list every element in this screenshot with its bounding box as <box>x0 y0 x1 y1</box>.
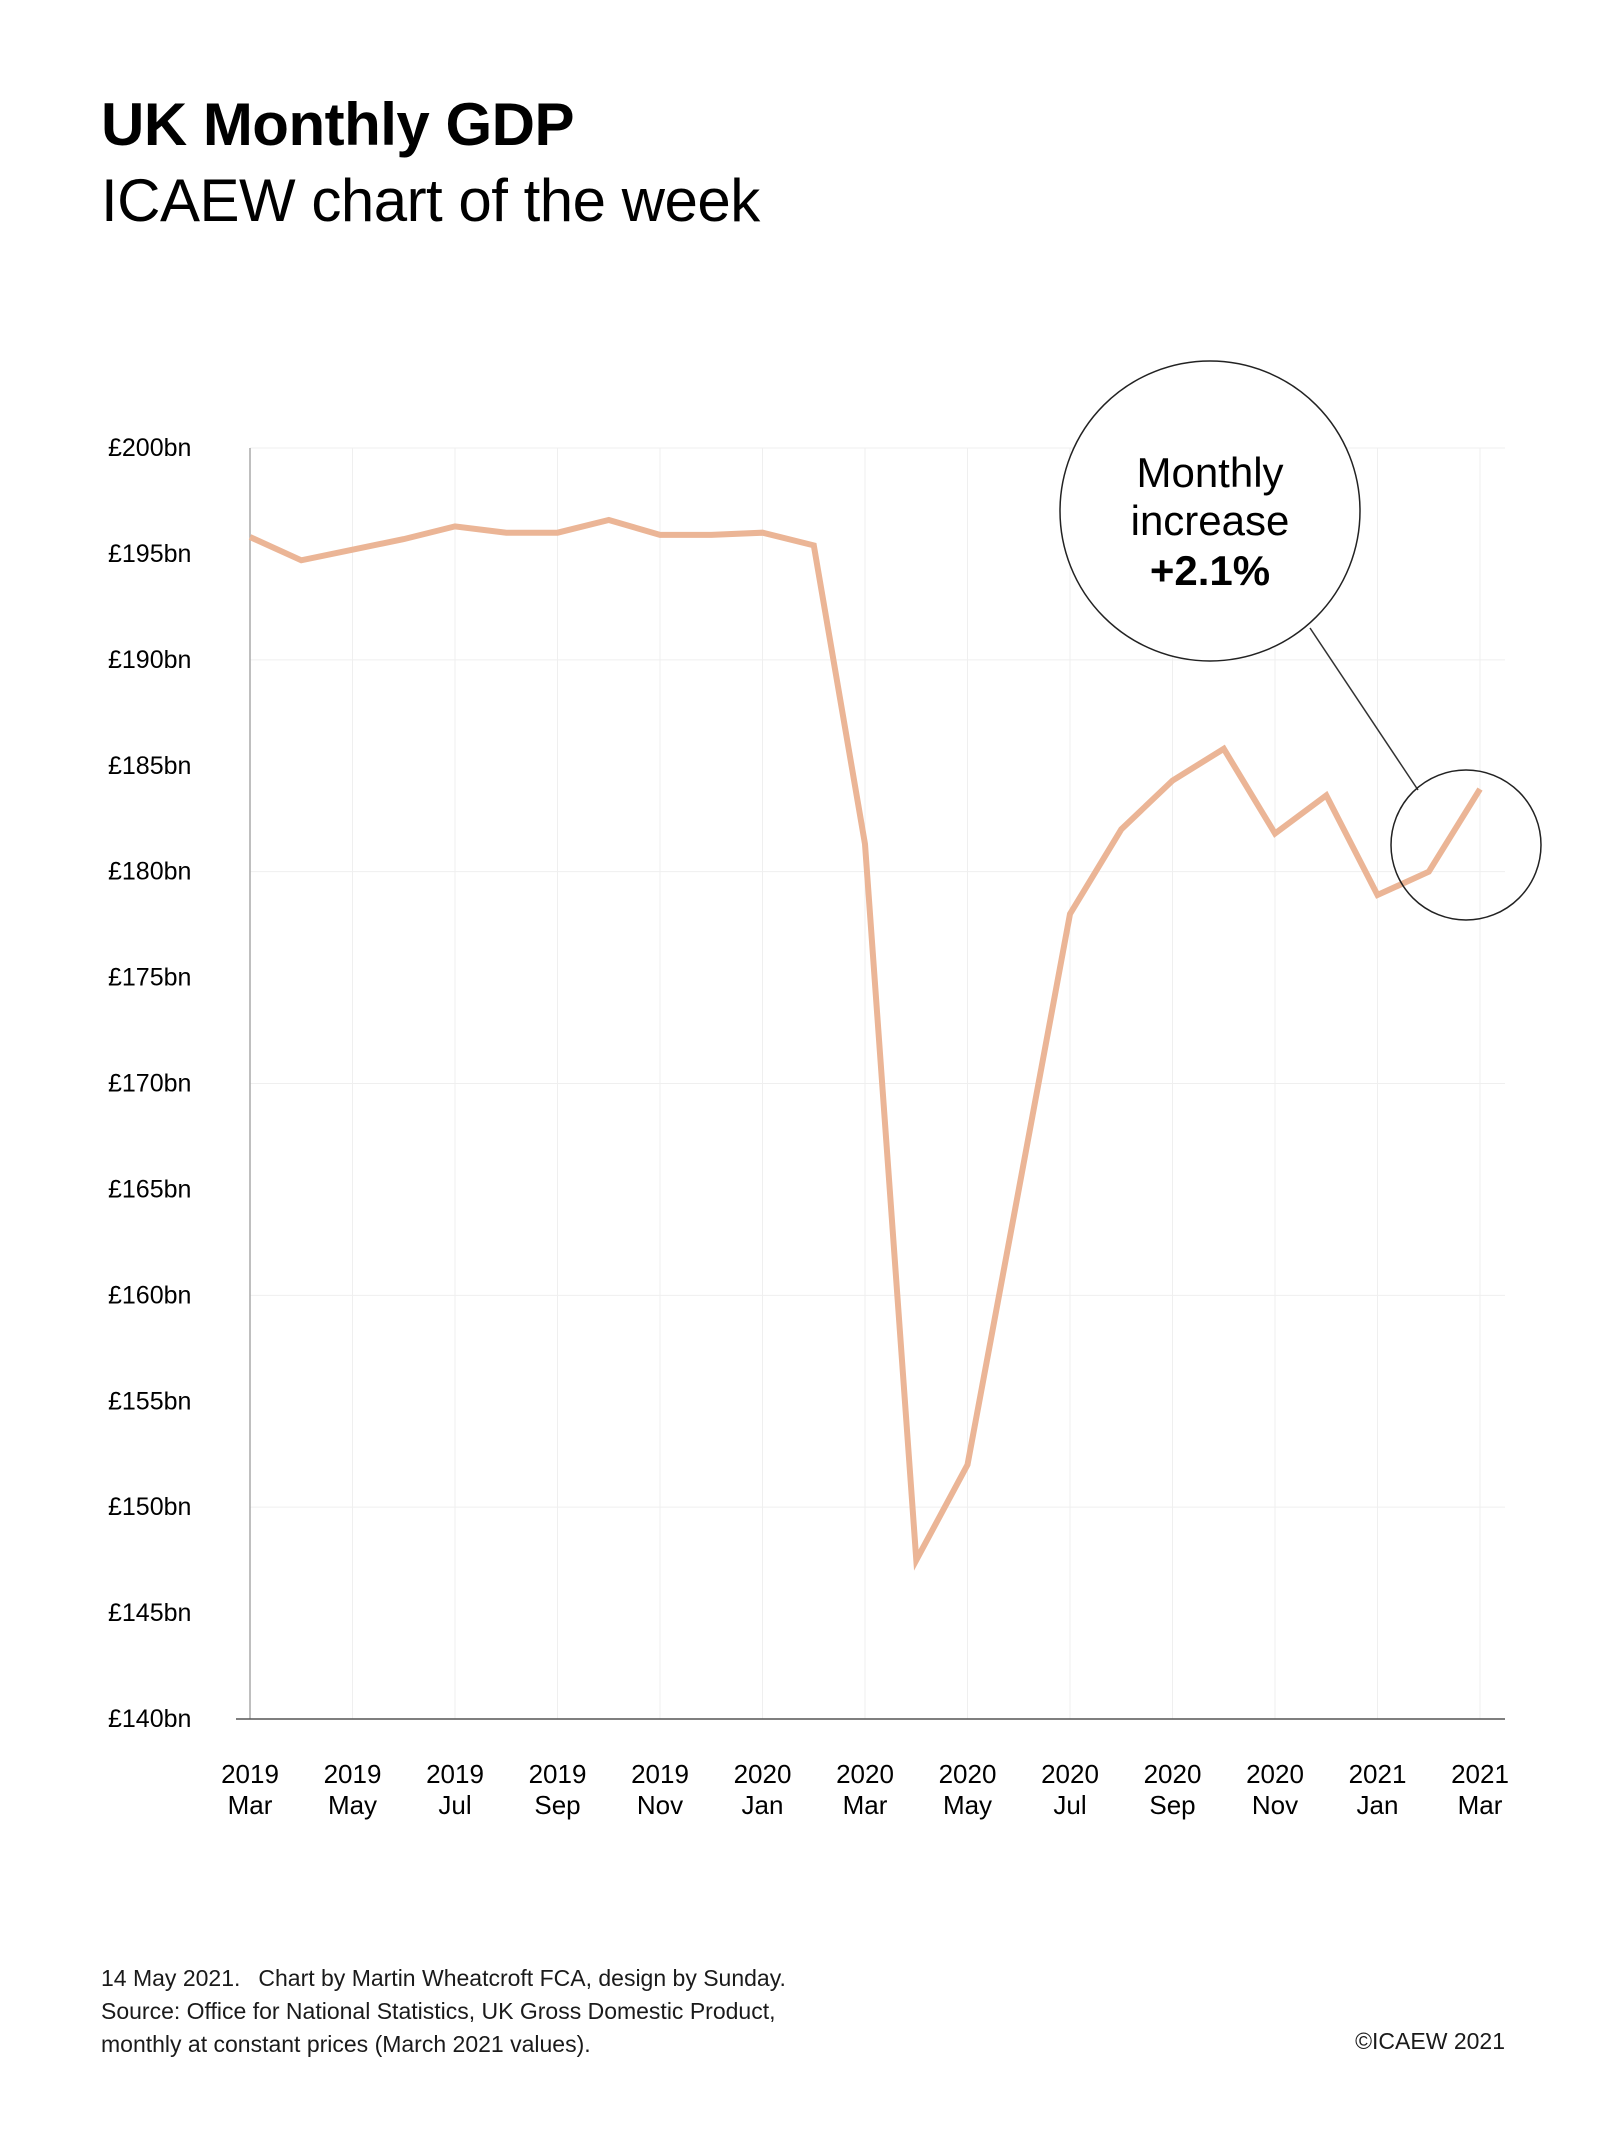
x-tick-label-month: Sep <box>534 1790 580 1820</box>
x-tick-label-year: 2020 <box>734 1759 792 1789</box>
y-tick-label: £145bn <box>108 1599 191 1627</box>
x-tick-label-month: May <box>943 1790 992 1820</box>
x-tick-label-year: 2019 <box>426 1759 484 1789</box>
footer-source-line-2: monthly at constant prices (March 2021 v… <box>101 2031 591 2057</box>
footer-date: 14 May 2021. <box>101 1965 241 1991</box>
y-tick-label: £180bn <box>108 858 191 886</box>
x-tick-label-month: May <box>328 1790 377 1820</box>
y-tick-label: £150bn <box>108 1493 191 1521</box>
x-tick-label-year: 2020 <box>1041 1759 1099 1789</box>
x-tick-label-month: Jan <box>742 1790 784 1820</box>
gridlines <box>250 447 1505 1719</box>
callout-bubble <box>1059 360 1361 662</box>
highlight-ring <box>1390 769 1542 921</box>
x-tick-label-month: Mar <box>228 1790 273 1820</box>
x-tick-label-month: Sep <box>1149 1790 1195 1820</box>
y-tick-label: £175bn <box>108 964 191 992</box>
footer-source-line-1: Source: Office for National Statistics, … <box>101 1998 776 2024</box>
chart-subtitle: ICAEW chart of the week <box>101 167 760 234</box>
x-tick-label-year: 2019 <box>324 1759 382 1789</box>
y-tick-label: £140bn <box>108 1705 191 1733</box>
x-tick-label-month: Mar <box>843 1790 888 1820</box>
series-layer <box>248 516 1483 1571</box>
x-tick-label-year: 2020 <box>836 1759 894 1789</box>
callout-line1: Monthly <box>1136 449 1283 496</box>
chart-title: UK Monthly GDP <box>101 91 574 158</box>
y-tick-label: £155bn <box>108 1387 191 1415</box>
x-tick-label-year: 2019 <box>631 1759 689 1789</box>
y-tick-label: £200bn <box>108 434 191 462</box>
x-tick-label-month: Mar <box>1458 1790 1503 1820</box>
y-tick-label: £170bn <box>108 1070 191 1098</box>
y-tick-label: £190bn <box>108 646 191 674</box>
callout-line2: increase <box>1131 497 1290 544</box>
gdp-series-line <box>248 516 1483 1571</box>
x-tick-label-month: Nov <box>1252 1790 1298 1820</box>
copyright: ©ICAEW 2021 <box>1355 2028 1505 2054</box>
callout-value: +2.1% <box>1150 547 1270 594</box>
y-tick-label: £185bn <box>108 752 191 780</box>
y-axis-tick-labels: £140bn £145bn £150bn £155bn £160bn £165bn £170… <box>108 434 191 1733</box>
x-tick-label-year: 2021 <box>1349 1759 1407 1789</box>
x-tick-label-month: Jan <box>1357 1790 1399 1820</box>
x-tick-label-year: 2020 <box>939 1759 997 1789</box>
footer-line-1: 14 May 2021. Chart by Martin Wheatcroft F… <box>101 1962 786 1995</box>
x-axis-tick-labels: 2019Mar2019May2019Jul2019Sep2019Nov2020J… <box>221 1759 1509 1820</box>
x-tick-label-year: 2019 <box>221 1759 279 1789</box>
callout: Monthly increase +2.1% <box>1059 360 1542 921</box>
x-tick-label-year: 2020 <box>1246 1759 1304 1789</box>
x-tick-label-year: 2021 <box>1451 1759 1509 1789</box>
x-tick-label-year: 2020 <box>1144 1759 1202 1789</box>
axes <box>236 448 1505 1720</box>
x-tick-label-month: Jul <box>1053 1790 1086 1820</box>
y-tick-label: £165bn <box>108 1175 191 1203</box>
x-tick-label-year: 2019 <box>529 1759 587 1789</box>
footer-credit: Chart by Martin Wheatcroft FCA, design b… <box>258 1965 786 1991</box>
y-tick-label: £195bn <box>108 540 191 568</box>
footer-notes: 14 May 2021. Chart by Martin Wheatcroft F… <box>101 1962 786 2061</box>
y-tick-label: £160bn <box>108 1281 191 1309</box>
x-tick-label-month: Jul <box>438 1790 471 1820</box>
x-tick-label-month: Nov <box>637 1790 683 1820</box>
callout-connector-line <box>1309 627 1419 791</box>
